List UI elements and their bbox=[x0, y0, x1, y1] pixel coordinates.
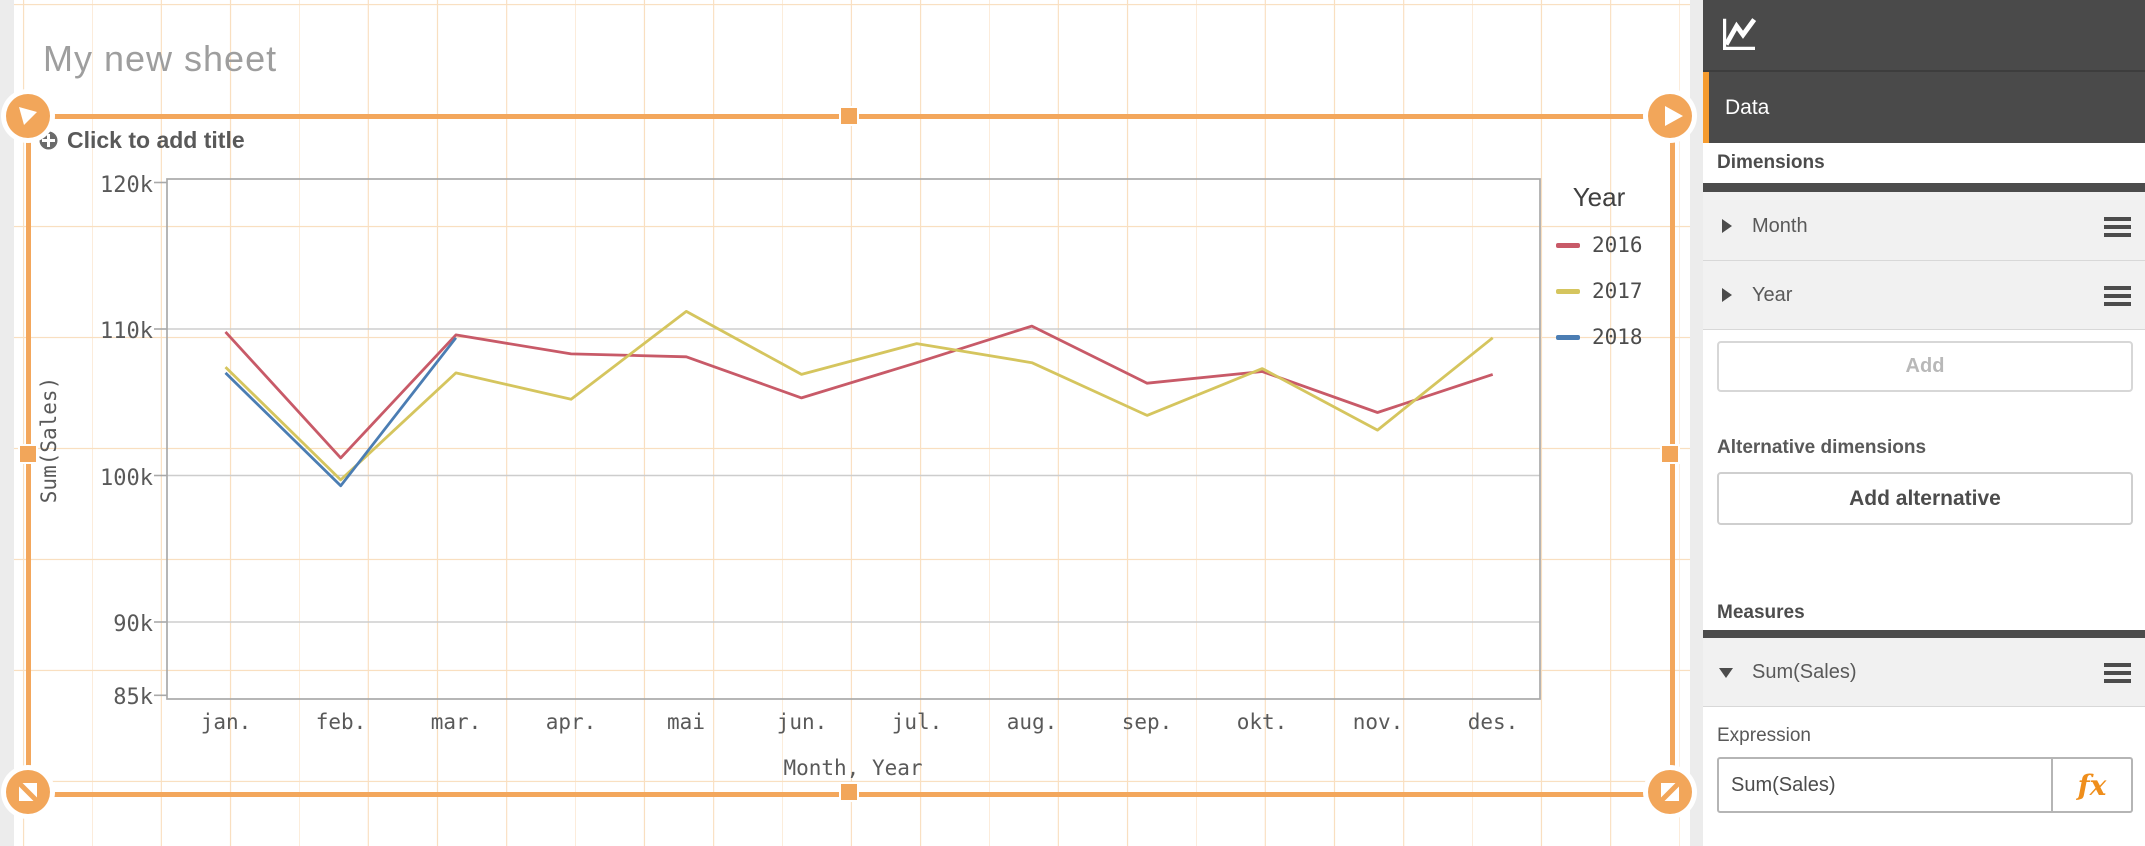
x-tick-label: des. bbox=[1467, 710, 1519, 734]
y-tick-label: 90k bbox=[113, 612, 153, 637]
dimension-row-year[interactable]: Year bbox=[1703, 261, 2145, 330]
y-tick-label: 100k bbox=[100, 466, 153, 491]
active-tab-accent bbox=[1703, 72, 1709, 143]
dimensions-heading: Dimensions bbox=[1717, 152, 1825, 173]
app-left-margin bbox=[0, 0, 14, 846]
resize-handle-right-middle[interactable] bbox=[1662, 446, 1678, 462]
sheet-grid bbox=[14, 0, 1690, 846]
panel-header bbox=[1703, 0, 2145, 70]
alternative-dimensions-heading: Alternative dimensions bbox=[1717, 437, 1927, 458]
x-axis-title: Month, Year bbox=[783, 756, 923, 780]
legend-title: Year bbox=[1572, 182, 1626, 212]
line-chart-icon bbox=[1723, 18, 1757, 50]
resize-arrow-icon bbox=[19, 107, 37, 125]
x-tick-label: jan. bbox=[200, 710, 252, 734]
legend-swatch-2016 bbox=[1556, 243, 1580, 248]
legend-swatch-2017 bbox=[1556, 289, 1580, 294]
row-label: Month bbox=[1752, 215, 1808, 237]
x-tick-label: nov. bbox=[1352, 710, 1404, 734]
resize-handle-bottom-left[interactable] bbox=[6, 770, 50, 814]
sheet-canvas bbox=[14, 0, 1690, 846]
resize-diagonal-icon bbox=[1658, 780, 1682, 804]
expression-label: Expression bbox=[1717, 725, 1811, 746]
section-divider-bar bbox=[1703, 630, 2145, 638]
plus-circle-icon bbox=[39, 131, 58, 150]
resize-handle-bottom-right[interactable] bbox=[1648, 770, 1692, 814]
y-tick-label: 120k bbox=[100, 173, 153, 198]
properties-panel: Data Dimensions Month Year Add Alternativ… bbox=[1703, 0, 2145, 846]
y-tick-label: 85k bbox=[113, 685, 153, 710]
fx-label: fx bbox=[2077, 768, 2107, 802]
menu-icon[interactable] bbox=[2104, 217, 2131, 237]
x-tick-label: jul. bbox=[891, 710, 943, 734]
series-line-2017 bbox=[224, 309, 1494, 482]
series-line-2016 bbox=[224, 324, 1494, 460]
resize-handle-top-middle[interactable] bbox=[841, 108, 857, 124]
x-tick-label: mai bbox=[667, 710, 705, 734]
menu-icon[interactable] bbox=[2104, 663, 2131, 683]
tab-data[interactable]: Data bbox=[1703, 70, 2145, 143]
row-label: Sum(Sales) bbox=[1752, 661, 1857, 683]
caret-down-icon[interactable] bbox=[1719, 668, 1733, 678]
x-tick-label: apr. bbox=[545, 710, 597, 734]
tab-data-label: Data bbox=[1725, 96, 1770, 119]
y-axis-title: Sum(Sales) bbox=[37, 376, 61, 504]
x-tick-label: sep. bbox=[1121, 710, 1173, 734]
resize-handle-top-right[interactable] bbox=[1648, 94, 1692, 138]
expression-input[interactable] bbox=[1719, 759, 2051, 811]
x-tick-label: feb. bbox=[315, 710, 367, 734]
resize-handle-bottom-middle[interactable] bbox=[841, 784, 857, 800]
resize-arrow-icon bbox=[1665, 106, 1683, 126]
fx-icon[interactable]: fx bbox=[2051, 759, 2131, 811]
legend-item-2017[interactable]: 2017 bbox=[1592, 279, 1643, 303]
chart-title-placeholder-text: Click to add title bbox=[67, 127, 245, 153]
add-alternative-button[interactable]: Add alternative bbox=[1717, 472, 2133, 525]
expression-input-group: fx bbox=[1717, 757, 2133, 813]
caret-right-icon[interactable] bbox=[1722, 288, 1732, 302]
panel-gutter bbox=[1690, 0, 1703, 846]
x-tick-label: mar. bbox=[430, 710, 482, 734]
section-divider-bar bbox=[1703, 183, 2145, 192]
chart-title-placeholder[interactable]: Click to add title bbox=[39, 127, 245, 154]
measure-row-sum-sales[interactable]: Sum(Sales) bbox=[1703, 638, 2145, 707]
measures-heading: Measures bbox=[1717, 602, 1805, 623]
legend-item-2018[interactable]: 2018 bbox=[1592, 325, 1643, 349]
x-tick-label: aug. bbox=[1006, 710, 1058, 734]
menu-icon[interactable] bbox=[2104, 286, 2131, 306]
resize-diagonal-icon bbox=[16, 780, 40, 804]
x-tick-label: okt. bbox=[1236, 710, 1288, 734]
x-tick-label: jun. bbox=[776, 710, 828, 734]
row-label: Year bbox=[1752, 284, 1793, 306]
legend-item-2016[interactable]: 2016 bbox=[1592, 233, 1643, 257]
series-line-2018 bbox=[224, 336, 458, 488]
dimension-row-month[interactable]: Month bbox=[1703, 192, 2145, 261]
y-tick-label: 110k bbox=[100, 319, 153, 344]
caret-right-icon[interactable] bbox=[1722, 219, 1732, 233]
legend-swatch-2018 bbox=[1556, 335, 1580, 340]
resize-handle-top-left[interactable] bbox=[6, 94, 50, 138]
add-dimension-button[interactable]: Add bbox=[1717, 341, 2133, 392]
sheet-title-input[interactable]: My new sheet bbox=[43, 38, 278, 79]
resize-handle-left-middle[interactable] bbox=[20, 446, 36, 462]
